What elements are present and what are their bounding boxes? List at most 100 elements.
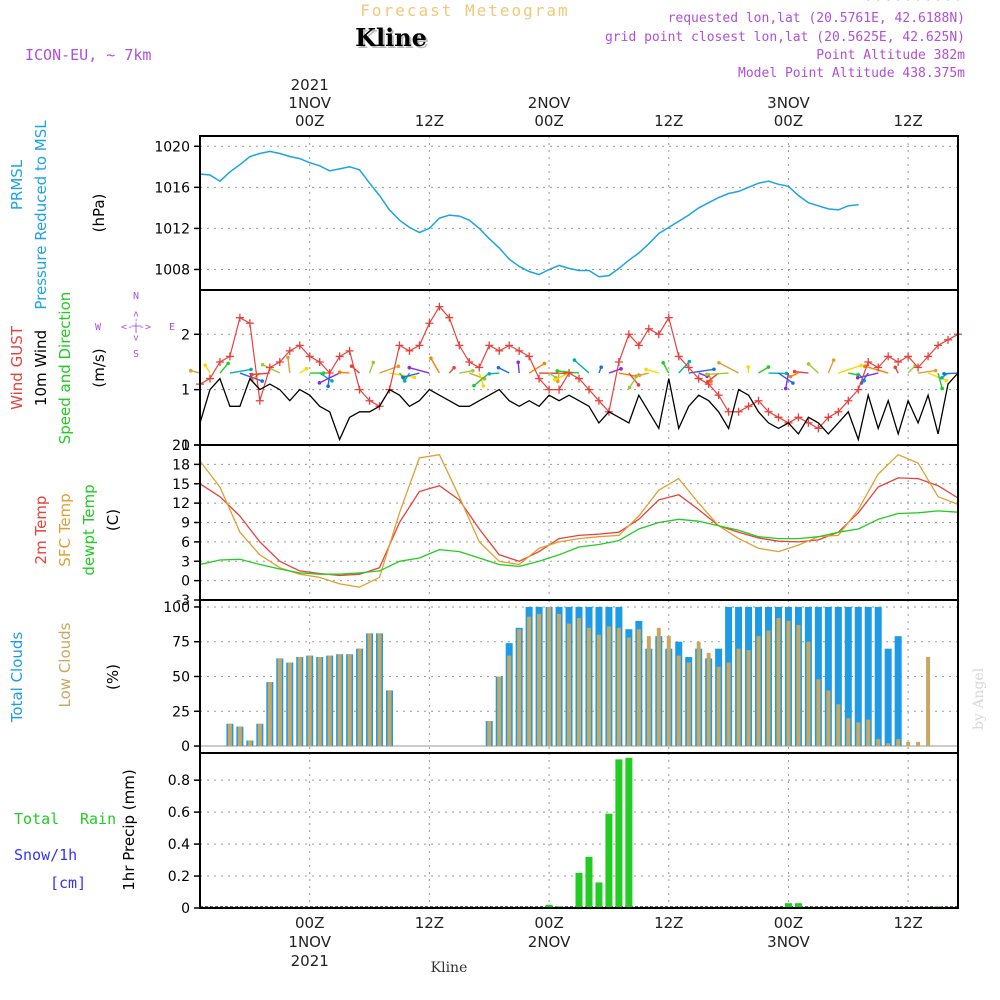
wind-arrow-head — [226, 361, 230, 366]
gust-marker — [365, 396, 374, 405]
wind-arrow-head — [555, 369, 560, 373]
y-tick-label: 1020 — [154, 139, 190, 155]
wind-arrow — [706, 372, 729, 376]
wind-arrow-head — [619, 367, 623, 371]
y-tick-label: 0 — [181, 574, 190, 590]
gust-marker — [245, 319, 254, 328]
pressure-line — [199, 150, 859, 278]
y-tick-label: 0 — [181, 739, 190, 755]
gust-marker — [575, 374, 583, 383]
gust-marker — [824, 413, 833, 422]
wind-arrow — [554, 372, 570, 381]
wind-arrow — [319, 372, 333, 382]
pressure-point — [728, 192, 730, 195]
pressure-point — [837, 209, 839, 211]
y-tick-label: 6 — [181, 535, 190, 551]
pressure-point — [558, 264, 560, 266]
low-cloud-bar — [786, 620, 791, 747]
wind-arrow-head — [572, 358, 577, 362]
pressure-point — [847, 205, 849, 207]
low-cloud-bar — [766, 630, 771, 747]
gust-marker — [395, 341, 404, 350]
temp-unit: (C) — [104, 509, 122, 531]
precip-label-total: Total — [14, 810, 59, 828]
gust-marker — [465, 357, 474, 366]
wind-arrow-head — [286, 355, 290, 360]
wind-arrow — [645, 368, 659, 374]
y-tick-label: 3 — [181, 554, 190, 570]
wind-arrow-head — [788, 374, 793, 379]
low-cloud-bar — [227, 723, 232, 747]
gust-marker — [714, 391, 723, 400]
gust-marker — [425, 319, 434, 328]
total-cloud-bar — [884, 648, 892, 747]
pressure-point — [578, 269, 580, 272]
gust-marker — [315, 357, 324, 366]
model-label: ICON-EU, ~ 7km — [25, 46, 151, 64]
low-cloud-bar — [247, 740, 252, 747]
wind-arrow-head — [942, 371, 946, 376]
wind-arrow-head — [304, 366, 309, 371]
pressure-point — [289, 155, 291, 158]
pressure-point — [678, 220, 680, 222]
top-date-label: 1NOV — [288, 94, 331, 112]
wind-arrow-head — [553, 377, 557, 382]
rain-bar — [784, 903, 792, 908]
low-cloud-bar — [507, 655, 512, 747]
pressure-point — [269, 150, 271, 152]
gust-marker — [525, 352, 534, 361]
gust-marker — [415, 341, 424, 350]
y-tick-label: 0 — [181, 901, 190, 917]
wind-arrow — [430, 357, 440, 374]
y-tick-label: 25 — [172, 704, 190, 720]
wind-arrow — [678, 361, 690, 374]
wind-arrow — [785, 372, 790, 389]
gust-marker — [594, 396, 603, 405]
y-tick-label: 18 — [172, 457, 190, 473]
wind-arrow-head — [516, 360, 521, 365]
low-cloud-bar — [377, 633, 382, 747]
gust-marker — [934, 341, 943, 350]
pressure-point — [518, 265, 520, 267]
low-cloud-bar — [317, 657, 322, 747]
wind-arrow-head — [859, 363, 863, 368]
wind-arrow-head — [412, 375, 417, 380]
wind-label-10m: 10m Wind — [32, 330, 50, 406]
pressure-point — [428, 227, 430, 229]
wind-arrow-head — [556, 379, 560, 384]
rain-bar — [794, 903, 802, 908]
low-cloud-bar — [776, 618, 781, 747]
pressure-point — [458, 215, 460, 217]
pressure-point — [907, 0, 909, 1]
low-cloud-bar — [387, 690, 392, 747]
wind-arrow — [927, 372, 947, 382]
wind-unit: (m/s) — [90, 348, 108, 387]
wind-arrow-head — [791, 381, 795, 385]
pressure-point — [398, 219, 401, 221]
rain-bar — [575, 872, 583, 908]
gust-marker — [335, 352, 344, 361]
wind-arrow-head — [371, 360, 376, 365]
pressure-point — [957, 0, 959, 1]
pressure-point — [368, 182, 371, 184]
gust-marker — [654, 330, 663, 339]
wind-arrow-head — [933, 368, 938, 373]
wind-arrow — [379, 365, 399, 374]
gust-marker — [724, 407, 733, 416]
pressure-point — [418, 231, 421, 234]
total-cloud-bar — [894, 636, 902, 747]
wind-label-dir: Speed and Direction — [56, 292, 74, 445]
y-tick-label: 1016 — [154, 180, 190, 196]
gust-marker — [704, 380, 713, 389]
gust-marker — [325, 369, 334, 378]
panel-frame — [199, 752, 959, 909]
bottom-year-label: 2021 — [291, 952, 329, 970]
low-cloud-bar — [896, 739, 901, 747]
low-cloud-bar — [297, 657, 302, 747]
y-tick-label: 9 — [181, 516, 190, 532]
gust-marker — [924, 352, 933, 361]
low-cloud-bar — [616, 627, 621, 747]
gust-marker — [295, 341, 304, 350]
gust-marker — [405, 346, 414, 355]
low-cloud-bar — [736, 648, 741, 747]
